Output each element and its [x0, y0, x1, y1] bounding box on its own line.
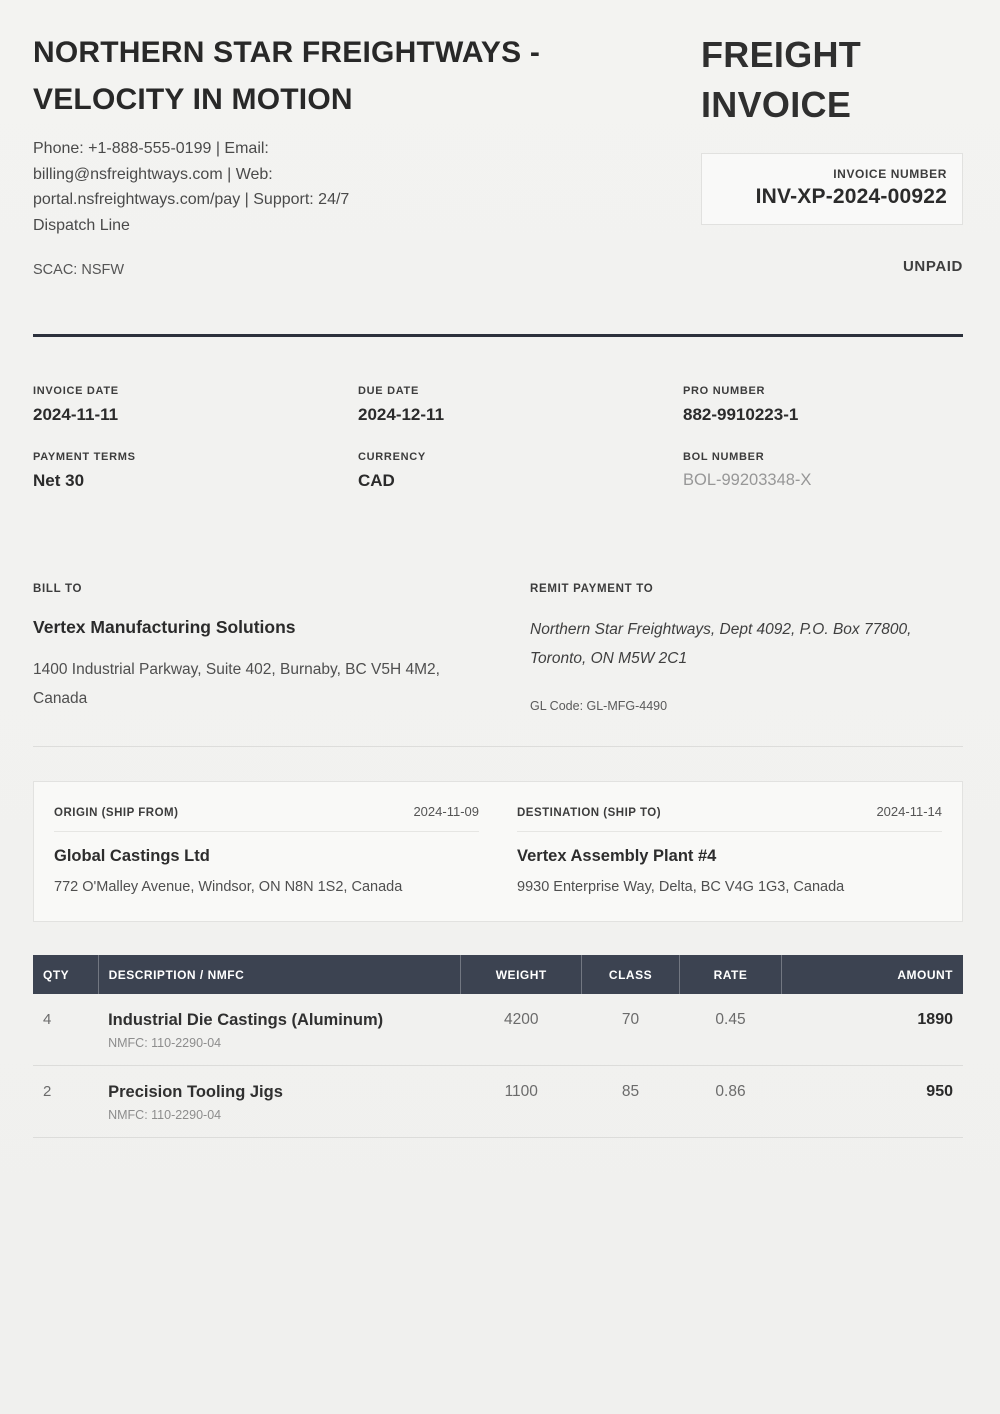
description-column-header: DESCRIPTION / NMFC: [98, 954, 462, 994]
item-description-cell: Precision Tooling Jigs NMFC: 110-2290-04: [98, 1065, 461, 1138]
line-item-row: 2 Precision Tooling Jigs NMFC: 110-2290-…: [33, 1065, 963, 1138]
destination-date: 2024-11-14: [876, 803, 942, 819]
item-weight: 1100: [460, 1065, 582, 1138]
destination-header: DESTINATION (SHIP TO) 2024-11-14: [517, 804, 942, 819]
field-label: BOL NUMBER: [683, 451, 765, 464]
billing-section: BILL TO Vertex Manufacturing Solutions 1…: [33, 583, 963, 713]
company-contact-line: billing@nsfreightways.com | Web:: [33, 165, 273, 183]
document-title-block: FREIGHT INVOICE INVOICE NUMBER INV-XP-20…: [701, 30, 963, 275]
remit-block: REMIT PAYMENT TO Northern Star Freightwa…: [530, 583, 963, 713]
divider-dark: [33, 334, 963, 338]
line-item-row: 4 Industrial Die Castings (Aluminum) NMF…: [33, 993, 963, 1066]
item-rate: 0.86: [679, 1065, 782, 1138]
item-weight: 4200: [460, 993, 582, 1066]
origin-header: ORIGIN (SHIP FROM) 2024-11-09: [54, 804, 479, 819]
item-class: 85: [581, 1065, 680, 1138]
company-scac: SCAC: NSFW: [33, 262, 125, 279]
line-items-table: QTY DESCRIPTION / NMFC WEIGHT CLASS RATE…: [33, 954, 963, 1138]
line-items-header: QTY DESCRIPTION / NMFC WEIGHT CLASS RATE…: [33, 954, 963, 994]
destination-label: DESTINATION (SHIP TO): [517, 806, 662, 819]
item-amount: 1890: [781, 993, 963, 1066]
invoice-meta: INVOICE DATE 2024-11-11 DUE DATE 2024-12…: [33, 385, 963, 491]
field-label: INVOICE DATE: [33, 385, 119, 398]
class-column-header: CLASS: [581, 954, 680, 994]
field-value: 2024-12-11: [358, 405, 445, 425]
field-value: 2024-11-11: [33, 405, 119, 425]
destination-divider: [517, 830, 942, 832]
destination-panel: DESTINATION (SHIP TO) 2024-11-14 Vertex …: [517, 804, 942, 895]
bill-to-address: 1400 Industrial Parkway, Suite 402, Burn…: [33, 661, 440, 708]
item-qty: 4: [33, 993, 99, 1066]
invoice-number-value: INV-XP-2024-00922: [755, 184, 947, 208]
document-title: FREIGHT INVOICE: [701, 34, 862, 126]
amount-column-header: AMOUNT: [781, 954, 963, 994]
remit-label: REMIT PAYMENT TO: [530, 583, 654, 596]
origin-label: ORIGIN (SHIP FROM): [54, 806, 179, 819]
origin-divider: [54, 830, 479, 832]
company-contact-line: Phone: +1-888-555-0199 | Email:: [33, 140, 269, 157]
item-nmfc: NMFC: 110-2290-04: [108, 1107, 222, 1122]
divider-light: [33, 745, 963, 747]
item-rate: 0.45: [679, 993, 782, 1066]
header-row: QTY DESCRIPTION / NMFC WEIGHT CLASS RATE…: [33, 954, 963, 994]
field-bol-number: BOL NUMBER BOL-99203348-X: [683, 451, 963, 491]
bill-to-label: BILL TO: [33, 583, 83, 596]
company-contact: Phone: +1-888-555-0199 | Email: billing@…: [33, 136, 653, 238]
bill-to-name: Vertex Manufacturing Solutions: [33, 617, 296, 638]
origin-date: 2024-11-09: [413, 803, 479, 819]
company-block: NORTHERN STAR FREIGHTWAYS - VELOCITY IN …: [33, 30, 653, 278]
item-description-cell: Industrial Die Castings (Aluminum) NMFC:…: [98, 993, 461, 1066]
item-qty: 2: [33, 1065, 99, 1138]
origin-name: Global Castings Ltd: [54, 846, 210, 865]
shipment-box: ORIGIN (SHIP FROM) 2024-11-09 Global Cas…: [33, 780, 963, 922]
field-value: CAD: [358, 471, 395, 491]
field-label: PAYMENT TERMS: [33, 451, 136, 464]
field-label: DUE DATE: [358, 385, 420, 398]
remit-address: Northern Star Freightways, Dept 4092, P.…: [530, 621, 912, 668]
field-value: 882-9910223-1: [683, 405, 799, 425]
invoice-number-box: INVOICE NUMBER INV-XP-2024-00922: [701, 152, 963, 225]
item-description: Precision Tooling Jigs: [108, 1082, 283, 1101]
destination-name: Vertex Assembly Plant #4: [517, 846, 717, 865]
company-contact-line: portal.nsfreightways.com/pay | Support: …: [33, 191, 350, 209]
weight-column-header: WEIGHT: [460, 954, 583, 994]
field-pro-number: PRO NUMBER 882-9910223-1: [683, 385, 963, 425]
gl-code: GL Code: GL-MFG-4490: [530, 698, 668, 713]
field-value: BOL-99203348-X: [683, 471, 812, 490]
status-badge: UNPAID: [903, 257, 963, 275]
qty-column-header: QTY: [33, 954, 99, 994]
item-amount: 950: [781, 1065, 963, 1138]
field-currency: CURRENCY CAD: [358, 451, 683, 491]
origin-panel: ORIGIN (SHIP FROM) 2024-11-09 Global Cas…: [54, 804, 479, 895]
field-payment-terms: PAYMENT TERMS Net 30: [33, 451, 358, 491]
field-label: CURRENCY: [358, 451, 426, 464]
item-class: 70: [581, 993, 680, 1066]
bill-to-block: BILL TO Vertex Manufacturing Solutions 1…: [33, 583, 503, 713]
rate-column-header: RATE: [679, 954, 783, 994]
field-label: PRO NUMBER: [683, 385, 766, 398]
header: NORTHERN STAR FREIGHTWAYS - VELOCITY IN …: [33, 30, 963, 278]
origin-address: 772 O'Malley Avenue, Windsor, ON N8N 1S2…: [54, 878, 403, 895]
company-name: NORTHERN STAR FREIGHTWAYS - VELOCITY IN …: [33, 36, 541, 116]
company-contact-line: Dispatch Line: [33, 216, 130, 234]
field-invoice-date: INVOICE DATE 2024-11-11: [33, 385, 358, 425]
item-description: Industrial Die Castings (Aluminum): [108, 1010, 384, 1029]
destination-address: 9930 Enterprise Way, Delta, BC V4G 1G3, …: [517, 878, 845, 895]
field-due-date: DUE DATE 2024-12-11: [358, 385, 683, 425]
item-nmfc: NMFC: 110-2290-04: [108, 1035, 222, 1050]
field-value: Net 30: [33, 471, 85, 491]
invoice-number-label: INVOICE NUMBER: [833, 166, 947, 181]
